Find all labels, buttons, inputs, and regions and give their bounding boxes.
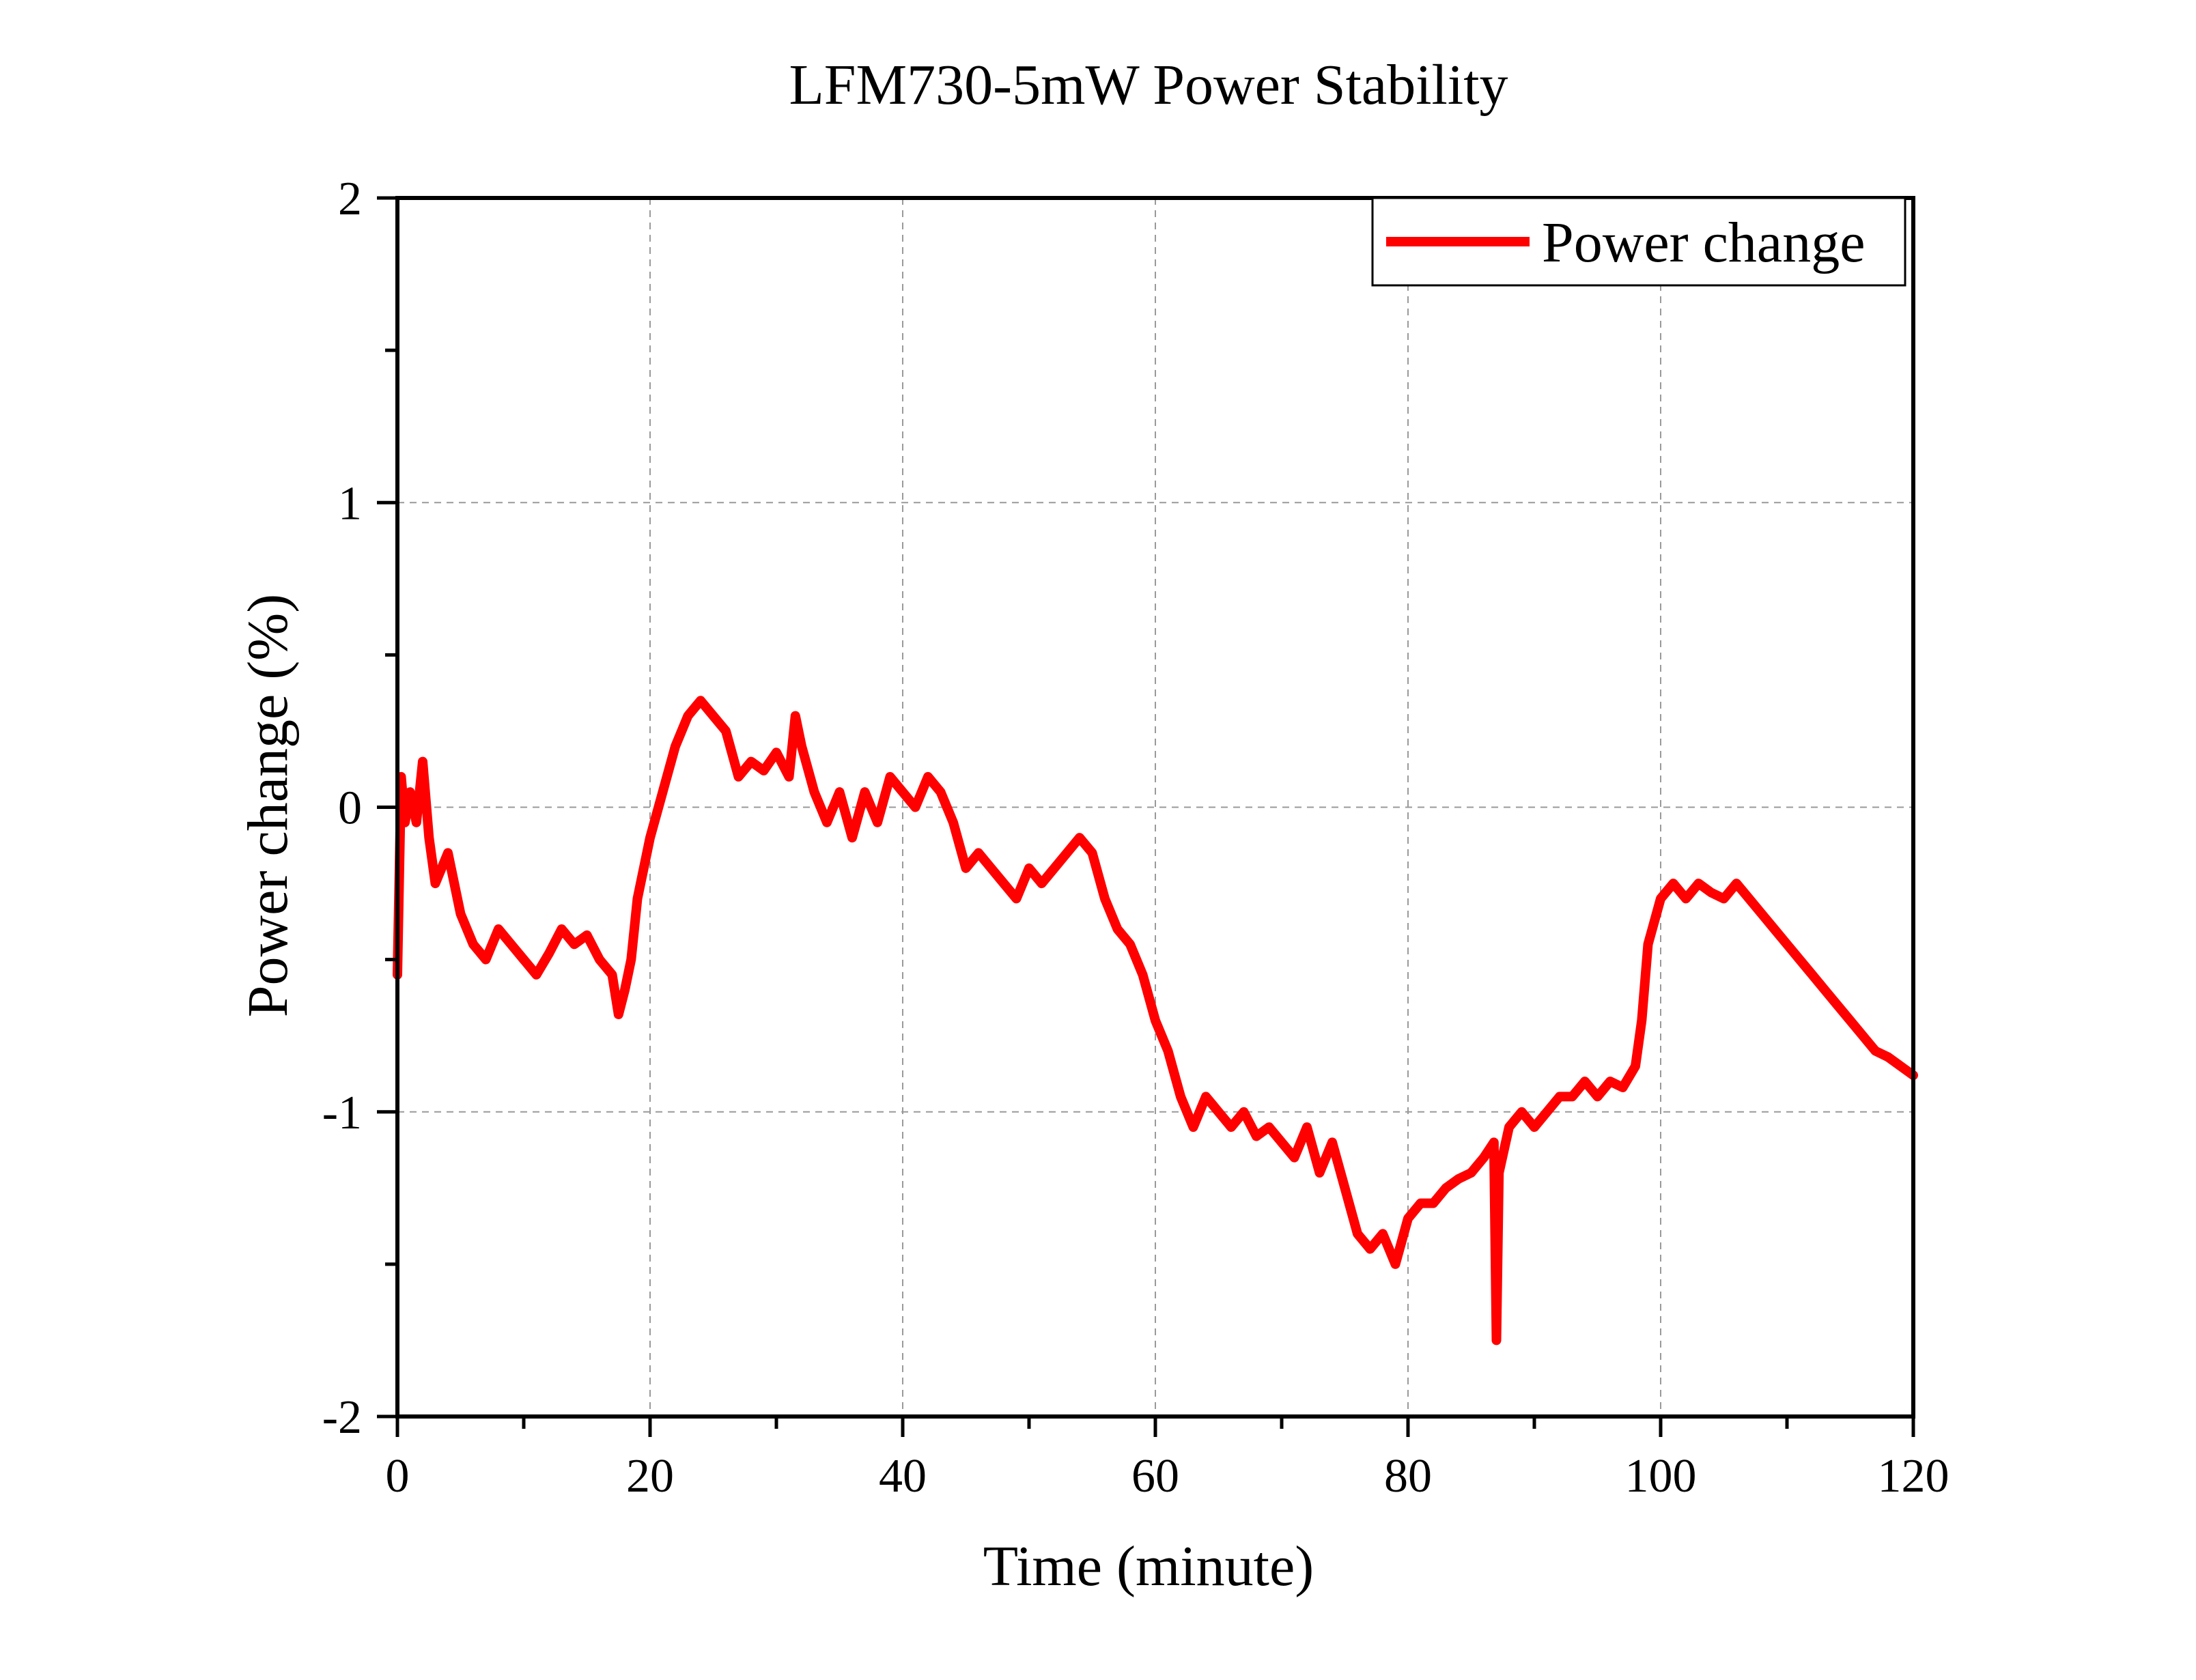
legend: Power change [1371,197,1906,287]
grid [397,198,1913,1416]
x-tick-label: 60 [1131,1450,1179,1503]
tick-labels: 0 20 40 60 80 100 120 -2 -1 0 1 2 [322,173,1949,1503]
series-group [393,696,1918,1346]
x-axis-label: Time (minute) [983,1535,1314,1598]
chart-title: LFM730-5mW Power Stability [789,53,1508,117]
x-tick-label: 80 [1384,1450,1432,1503]
series-line-power-change [393,696,1918,1346]
x-tick-label: 0 [386,1450,410,1503]
y-tick-label: 1 [338,477,362,530]
x-tick-label: 100 [1625,1450,1697,1503]
legend-label: Power change [1542,211,1865,274]
axis-ticks [377,196,1915,1437]
y-tick-label: 2 [338,173,362,225]
x-tick-label: 20 [626,1450,674,1503]
x-tick-label: 40 [879,1450,927,1503]
x-tick-label: 120 [1878,1450,1949,1503]
y-tick-label: -1 [322,1087,362,1139]
y-axis-label: Power change (%) [236,594,300,1017]
y-tick-label: -2 [322,1391,362,1444]
y-tick-label: 0 [338,782,362,835]
